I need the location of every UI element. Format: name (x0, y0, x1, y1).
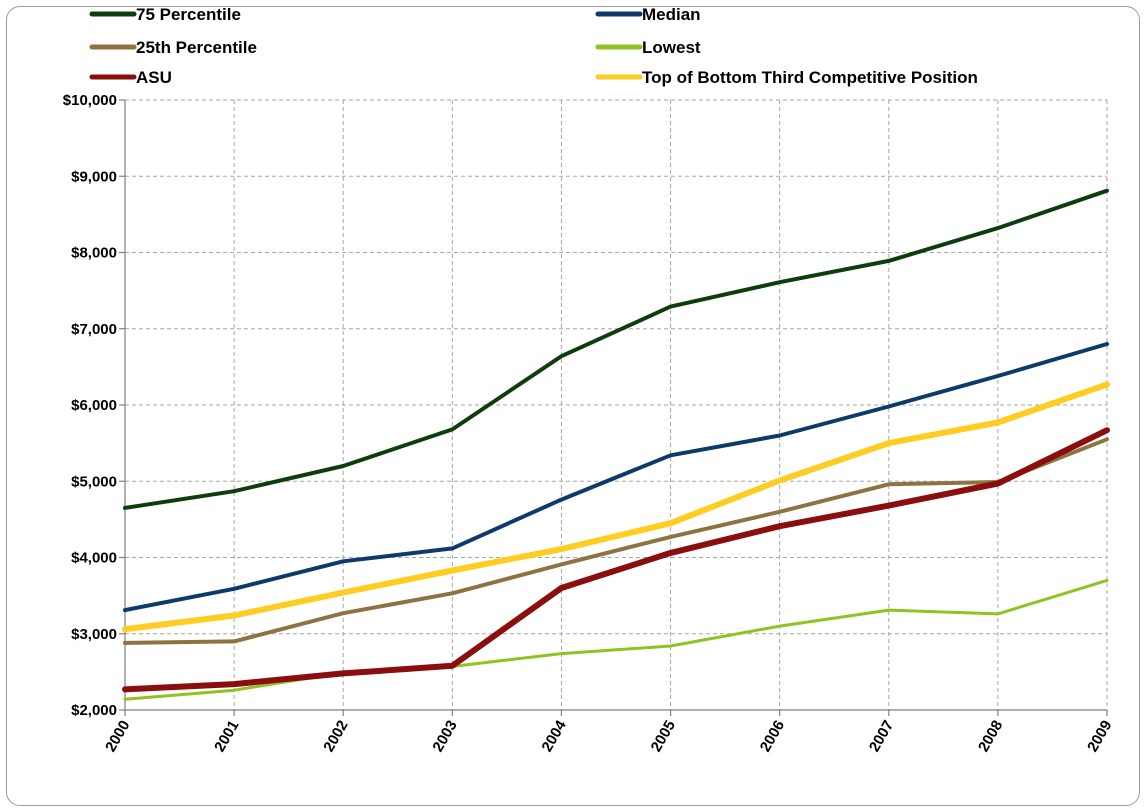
legend: 75 Percentile Median 25th Percentile Lowest… (89, 5, 978, 87)
x-tick-label: 2003 (429, 718, 460, 755)
y-tick-label: $3,000 (71, 626, 117, 643)
legend-item: ASU (89, 68, 172, 87)
y-tick-label: $2,000 (71, 702, 117, 719)
x-tick-label: 2000 (102, 718, 133, 755)
y-tick-label: $7,000 (71, 321, 117, 338)
y-tick-label: $10,000 (63, 92, 117, 109)
axes (119, 99, 1108, 716)
y-tick-label: $8,000 (71, 245, 117, 262)
legend-label: Lowest (642, 38, 701, 57)
legend-label: Top of Bottom Third Competitive Position (642, 68, 978, 87)
legend-label: 75 Percentile (136, 5, 241, 24)
legend-label: Median (642, 5, 701, 24)
x-axis-ticks: 2000 2001 2002 2003 2004 2005 2006 2007 2008 2009 (102, 717, 1115, 755)
x-tick-label: 2008 (975, 718, 1006, 755)
series-line-75-percentile (123, 188, 1109, 510)
legend-label: 25th Percentile (136, 38, 257, 57)
series-line-top-of-bottom-third-competitive-position (122, 381, 1110, 633)
y-tick-label: $5,000 (71, 473, 117, 490)
y-tick-label: $6,000 (71, 397, 117, 414)
x-tick-label: 2007 (866, 718, 897, 755)
legend-item: 75 Percentile (89, 5, 241, 24)
legend-item: Median (595, 5, 701, 24)
legend-item: 25th Percentile (89, 38, 257, 57)
series-line-25th-percentile (123, 437, 1109, 645)
x-tick-label: 2005 (648, 718, 679, 755)
x-tick-label: 2004 (538, 717, 570, 755)
y-tick-label: $4,000 (71, 550, 117, 567)
x-tick-label: 2002 (320, 718, 351, 755)
x-tick-label: 2001 (211, 718, 242, 755)
gridlines (125, 99, 1108, 710)
legend-item: Lowest (595, 38, 701, 57)
legend-item: Top of Bottom Third Competitive Position (595, 68, 978, 87)
series-line-asu (122, 427, 1110, 693)
legend-label: ASU (136, 68, 172, 87)
y-axis-ticks: $2,000 $3,000 $4,000 $5,000 $6,000 $7,000 $8,0… (63, 92, 117, 719)
x-tick-label: 2006 (757, 718, 788, 755)
y-tick-label: $9,000 (71, 168, 117, 185)
x-tick-label: 2009 (1084, 718, 1115, 755)
series-lines (122, 188, 1110, 701)
series-line-median (123, 342, 1109, 613)
chart-frame (6, 6, 1140, 806)
